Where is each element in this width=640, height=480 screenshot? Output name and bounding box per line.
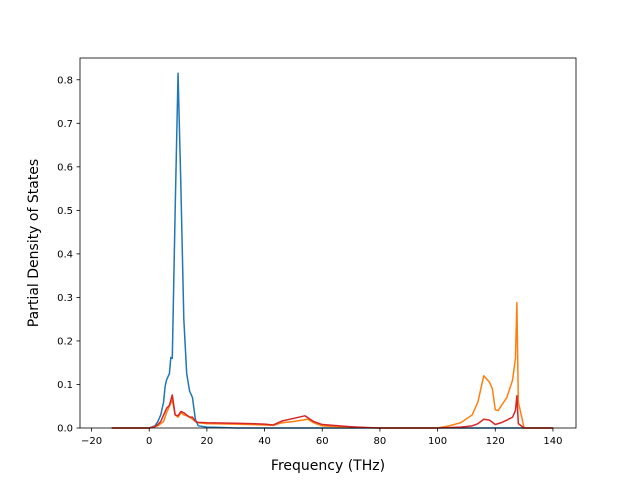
x-tick-label: 40	[258, 436, 271, 447]
x-tick-label: −20	[81, 436, 102, 447]
x-tick-label: 20	[201, 436, 214, 447]
axes-frame	[79, 57, 577, 429]
x-tick-label: 80	[374, 436, 387, 447]
x-axis-label: Frequency (THz)	[271, 458, 385, 474]
x-axis: −20 0 20 40 60 80 100 120 140	[81, 428, 562, 447]
series-layer	[111, 72, 553, 429]
y-axis: 0.0 0.1 0.2 0.3 0.4 0.5 0.6 0.7 0.8	[57, 75, 80, 435]
series-line-1	[111, 72, 553, 429]
y-tick-label: 0.6	[57, 162, 73, 173]
x-tick-label: 100	[428, 436, 447, 447]
y-tick-label: 0.5	[57, 206, 73, 217]
x-tick-label: 60	[316, 436, 329, 447]
x-tick-label: 0	[146, 436, 152, 447]
y-tick-label: 0.2	[57, 336, 73, 347]
x-tick-label: 140	[543, 436, 562, 447]
x-tick-label: 120	[486, 436, 505, 447]
y-tick-label: 0.1	[57, 380, 73, 391]
series-line-2	[111, 301, 553, 429]
y-tick-label: 0.7	[57, 119, 73, 130]
y-axis-label: Partial Density of States	[26, 159, 42, 327]
y-tick-label: 0.0	[57, 424, 73, 435]
series-line-3	[111, 394, 553, 429]
y-tick-label: 0.3	[57, 293, 73, 304]
y-tick-label: 0.8	[57, 75, 73, 86]
y-tick-label: 0.4	[57, 249, 73, 260]
